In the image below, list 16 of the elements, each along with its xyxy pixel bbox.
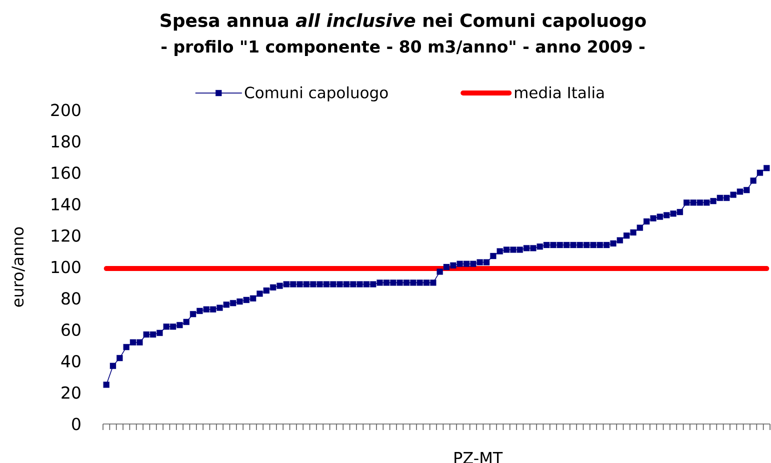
y-tick-label: 80 [62,292,80,305]
y-tick-label: 200 [51,104,80,116]
y-tick-label: 20 [62,386,80,399]
legend-label: media Italia [515,86,604,98]
y-tick-label: 160 [52,166,80,180]
y-tick-label: 120 [52,229,80,242]
y-tick-label: 180 [52,135,80,148]
y-tick-label: 40 [61,354,80,368]
chart-subtitle: - profilo "1 componente - 80 m3/anno" - anno 2009 - [162,40,645,56]
y-tick-label: 60 [62,324,80,336]
y-axis-title: euro/anno [12,227,25,307]
chart-title: Spesa annua all inclusive nei Comuni capoluogo [160,13,646,31]
legend-label: Comuni capoluogo [244,86,388,102]
y-tick-label: 0 [72,418,80,430]
y-tick-label: 140 [52,198,80,210]
y-tick-label: 100 [52,260,80,274]
